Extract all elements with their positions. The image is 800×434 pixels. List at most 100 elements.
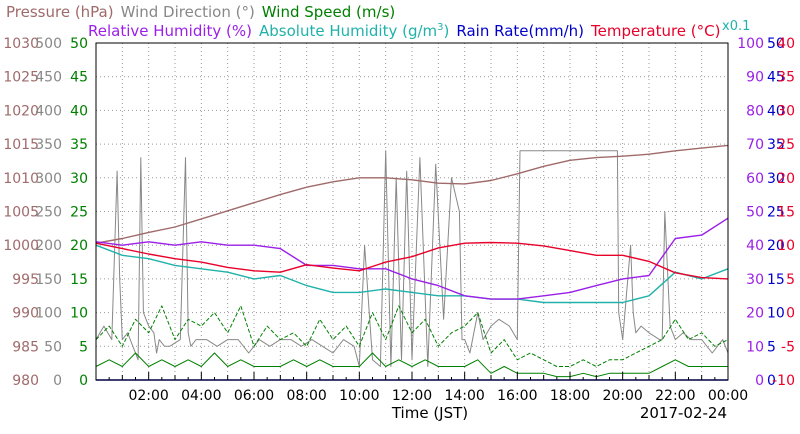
y-tick-temperature: 20 xyxy=(777,171,795,187)
y-tick-rain-rate: 0 xyxy=(767,373,776,389)
y-tick-temperature: 10 xyxy=(777,238,795,254)
y-tick-temperature: 0 xyxy=(786,306,795,322)
y-tick-pressure: 1010 xyxy=(3,171,39,187)
series-layer xyxy=(95,144,729,381)
x-tick-label: 10:00 xyxy=(339,388,379,404)
legend-item-wind-speed-m-s: Wind Speed (m/s) xyxy=(262,3,395,21)
y-tick-temperature: 5 xyxy=(786,272,795,288)
grid xyxy=(96,43,728,380)
y-tick-humidity: 100 xyxy=(737,36,764,52)
x-tick-label: 02:00 xyxy=(128,388,168,404)
y-tick-wind-direction: 100 xyxy=(35,306,62,322)
x-tick-label: 12:00 xyxy=(392,388,432,404)
series-line-absolute-humidity xyxy=(95,244,729,304)
x-tick-label: 20:00 xyxy=(602,388,642,404)
y-tick-pressure: 1015 xyxy=(3,137,39,153)
x-axis-label: Time (JST) xyxy=(391,404,468,422)
y-tick-wind-direction: 450 xyxy=(35,70,62,86)
y-tick-wind-speed: 50 xyxy=(70,36,88,52)
y-tick-wind-direction: 50 xyxy=(44,339,62,355)
y-tick-humidity: 50 xyxy=(746,205,764,221)
x-axis: 02:00 04:00 06:00 08:00 10:00 12:00 14:00 16:00… xyxy=(95,372,748,404)
series-line-wind-speed-m-s xyxy=(95,305,729,367)
legend-item-wind-direction: Wind Direction (°) xyxy=(121,3,255,21)
y-tick-wind-speed: 5 xyxy=(79,339,88,355)
legend: Pressure (hPa) Wind Direction (°) Wind Spe… xyxy=(6,3,750,40)
y-tick-rain-rate: 35 xyxy=(767,137,785,153)
y-tick-pressure: 995 xyxy=(12,272,39,288)
y-tick-rain-rate: 50 xyxy=(767,36,785,52)
x-tick-label: 16:00 xyxy=(497,388,537,404)
y-tick-humidity: 90 xyxy=(746,70,764,86)
y-tick-wind-speed: 25 xyxy=(70,205,88,221)
legend-item-pressure-hpa: Pressure (hPa) xyxy=(6,3,114,21)
y-tick-humidity: 80 xyxy=(746,103,764,119)
y-tick-humidity: 70 xyxy=(746,137,764,153)
y-tick-temperature: 35 xyxy=(777,70,795,86)
y-tick-rain-rate: 40 xyxy=(767,103,785,119)
legend-superscript: 3 xyxy=(437,22,443,33)
x-tick-label: 08:00 xyxy=(286,388,326,404)
legend-item-temperature-c: Temperature (°C) xyxy=(590,22,720,40)
y-tick-pressure: 980 xyxy=(12,373,39,389)
legend-item-relative-humidity: Relative Humidity (%) xyxy=(88,22,252,40)
y-tick-rain-rate: 20 xyxy=(767,238,785,254)
y-tick-rain-rate: 45 xyxy=(767,70,785,86)
y-tick-wind-direction: 200 xyxy=(35,238,62,254)
y-tick-wind-speed: 15 xyxy=(70,272,88,288)
y-tick-wind-direction: 400 xyxy=(35,103,62,119)
y-tick-humidity: 20 xyxy=(746,306,764,322)
y-tick-pressure: 985 xyxy=(12,339,39,355)
y-tick-temperature: 40 xyxy=(777,36,795,52)
y-tick-temperature: 15 xyxy=(777,205,795,221)
legend-item-absolute-humidity-g-m: Absolute Humidity (g/m xyxy=(259,22,437,40)
y-tick-wind-direction: 0 xyxy=(53,373,62,389)
y-tick-pressure: 1030 xyxy=(3,36,39,52)
y-tick-wind-direction: 300 xyxy=(35,171,62,187)
y-tick-pressure: 1000 xyxy=(3,238,39,254)
y-tick-temperature: 25 xyxy=(777,137,795,153)
y-tick-pressure: 1025 xyxy=(3,70,39,86)
y-tick-wind-speed: 40 xyxy=(70,103,88,119)
legend-item-rain-rate-mm-h: Rain Rate(mm/h) xyxy=(456,22,584,40)
right-axes: 0102030405060708090100051015202530354045… xyxy=(737,36,795,389)
y-tick-temperature: -5 xyxy=(781,339,795,355)
y-tick-wind-speed: 35 xyxy=(70,137,88,153)
series-line-temperature-c xyxy=(95,241,729,280)
x-tick-label: 04:00 xyxy=(181,388,221,404)
date-label: 2017-02-24 xyxy=(640,404,727,422)
legend-item-x0-1: x0.1 xyxy=(722,19,750,34)
y-tick-wind-direction: 500 xyxy=(35,36,62,52)
y-tick-rain-rate: 25 xyxy=(767,205,785,221)
svg-text:Pressure (hPa)Wind Direction (: Pressure (hPa) Wind Direction (°) Wind Spe… xyxy=(6,3,395,21)
x-tick-label: 22:00 xyxy=(655,388,695,404)
y-tick-humidity: 40 xyxy=(746,238,764,254)
y-tick-humidity: 30 xyxy=(746,272,764,288)
y-tick-temperature: -10 xyxy=(772,373,795,389)
y-tick-wind-direction: 350 xyxy=(35,137,62,153)
y-tick-pressure: 1020 xyxy=(3,103,39,119)
y-tick-pressure: 990 xyxy=(12,306,39,322)
x-tick-label: 14:00 xyxy=(444,388,484,404)
y-tick-temperature: 30 xyxy=(777,103,795,119)
y-tick-rain-rate: 30 xyxy=(767,171,785,187)
y-tick-wind-direction: 150 xyxy=(35,272,62,288)
y-tick-pressure: 1005 xyxy=(3,205,39,221)
x-tick-label: 00:00 xyxy=(708,388,748,404)
y-tick-wind-speed: 10 xyxy=(70,306,88,322)
series-line-relative-humidity xyxy=(95,217,729,300)
y-tick-humidity: 10 xyxy=(746,339,764,355)
series-line-pressure-hpa xyxy=(95,144,729,244)
x-tick-label: 06:00 xyxy=(234,388,274,404)
y-tick-wind-direction: 250 xyxy=(35,205,62,221)
y-tick-wind-speed: 30 xyxy=(70,171,88,187)
left-axes: 9809859909951000100510101015102010251030… xyxy=(3,36,88,389)
y-tick-wind-speed: 0 xyxy=(79,373,88,389)
y-tick-humidity: 0 xyxy=(755,373,764,389)
y-tick-wind-speed: 45 xyxy=(70,70,88,86)
legend-close-paren: ) xyxy=(444,22,450,40)
svg-text:Relative Humidity (%)Absolute: Relative Humidity (%) Absolute Humidity (… xyxy=(88,22,720,40)
y-tick-rain-rate: 5 xyxy=(767,339,776,355)
y-tick-humidity: 60 xyxy=(746,171,764,187)
